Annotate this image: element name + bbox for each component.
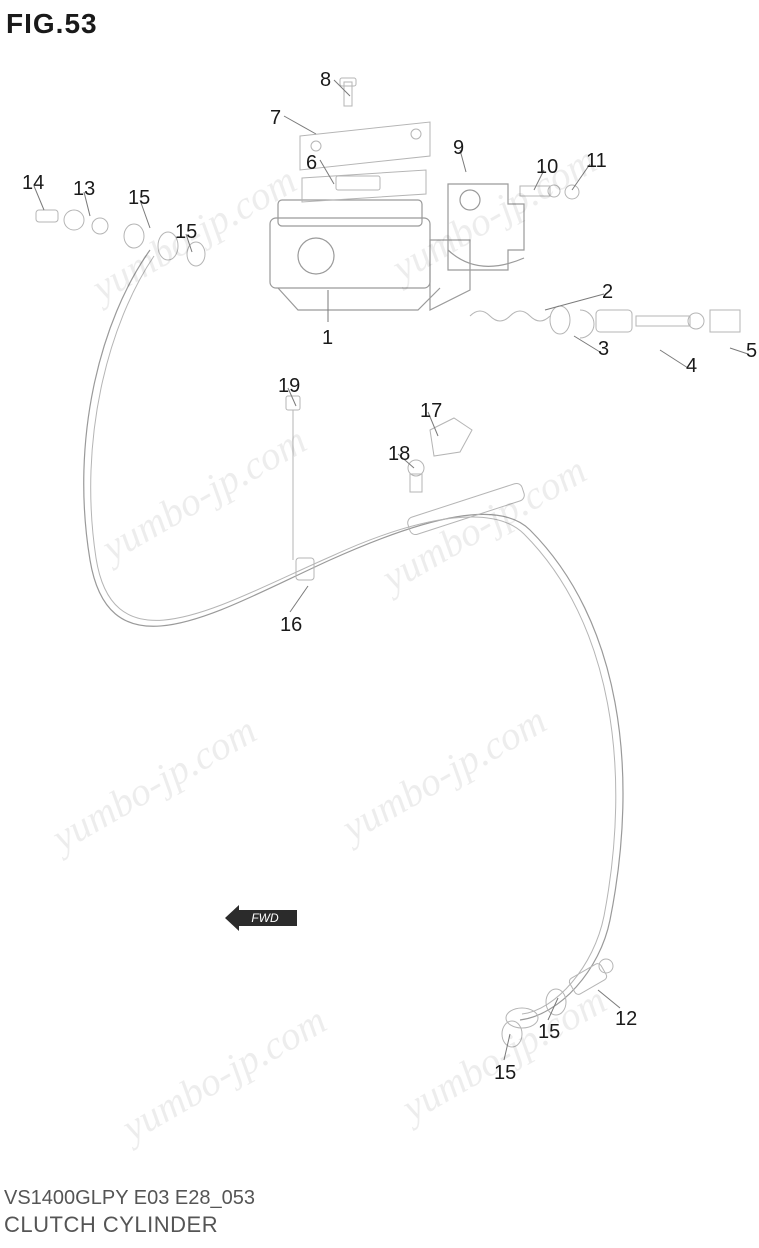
part-hose-inner <box>91 256 616 1014</box>
callout-5: 5 <box>746 340 757 363</box>
part-holder-bolt <box>520 185 579 199</box>
callout-17: 17 <box>420 400 442 423</box>
callout-15: 15 <box>538 1021 560 1044</box>
callout-15: 15 <box>494 1062 516 1085</box>
part-hose-fitting <box>406 482 526 536</box>
part-cap-screw <box>340 78 356 106</box>
callout-12: 12 <box>615 1008 637 1031</box>
part-hose <box>84 250 623 1020</box>
callout-11: 11 <box>586 150 607 173</box>
callout-7: 7 <box>270 107 281 130</box>
callout-6: 6 <box>306 152 317 175</box>
part-holder <box>448 184 524 270</box>
callout-13: 13 <box>73 178 95 201</box>
callout-2: 2 <box>602 281 613 304</box>
part-diaphragm <box>302 170 426 202</box>
part-cap <box>300 122 430 170</box>
fwd-badge: FWD <box>225 905 297 931</box>
diagram-canvas <box>0 0 759 1248</box>
callout-19: 19 <box>278 375 300 398</box>
part-master-cylinder <box>270 200 470 310</box>
callout-18: 18 <box>388 443 410 466</box>
callout-8: 8 <box>320 69 331 92</box>
callout-4: 4 <box>686 355 697 378</box>
callout-15: 15 <box>175 221 197 244</box>
fwd-label: FWD <box>251 911 279 925</box>
callout-3: 3 <box>598 338 609 361</box>
callout-14: 14 <box>22 172 44 195</box>
part-bracket <box>408 418 472 492</box>
callout-9: 9 <box>453 137 464 160</box>
part-tie-strap <box>286 396 300 560</box>
callout-15: 15 <box>128 187 150 210</box>
part-piston-assembly <box>470 306 740 338</box>
callout-1: 1 <box>322 327 333 350</box>
callout-16: 16 <box>280 614 302 637</box>
callout-10: 10 <box>536 156 558 179</box>
